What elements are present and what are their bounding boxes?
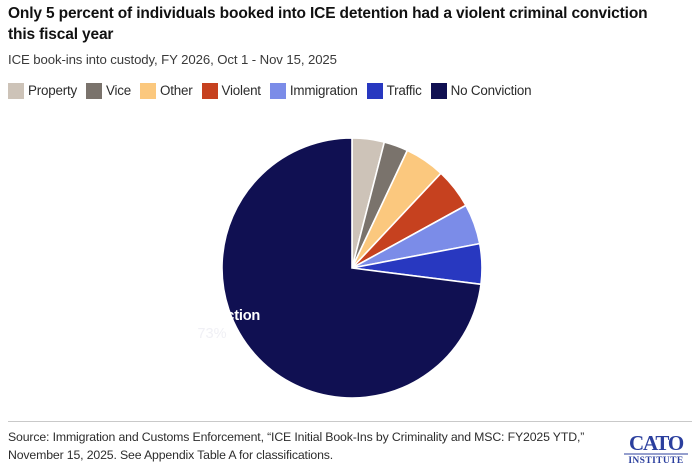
cato-logo-wordmark: CATO	[629, 431, 684, 455]
legend-swatch-icon	[366, 83, 383, 99]
legend-item-label: Other	[160, 83, 193, 99]
legend-swatch-icon	[430, 83, 447, 99]
cato-logo-rule	[624, 453, 688, 455]
legend-item-label: Immigration	[289, 83, 358, 99]
cato-logo-svg: CATO INSTITUTE	[624, 431, 688, 466]
chart-subtitle: ICE book-ins into custody, FY 2026, Oct …	[8, 52, 337, 68]
chart-legend: Property Vice Other Violent Immigration Traff…	[8, 83, 692, 99]
legend-item-vice[interactable]: Vice	[86, 83, 131, 99]
legend-swatch-icon	[201, 83, 218, 99]
legend-item-other[interactable]: Other	[140, 83, 193, 99]
footer-divider	[8, 421, 692, 422]
legend-item-immigration[interactable]: Immigration	[269, 83, 358, 99]
source-note: Source: Immigration and Customs Enforcem…	[8, 430, 585, 462]
legend-item-label: No Conviction	[450, 83, 532, 99]
legend-item-label: Traffic	[386, 83, 422, 99]
pie-slice-no-conviction[interactable]	[221, 137, 482, 399]
chart-footer: Source: Immigration and Customs Enforcem…	[8, 429, 692, 469]
cato-logo-subtext: INSTITUTE	[628, 456, 683, 466]
legend-item-label: Violent	[221, 83, 262, 99]
pie-chart-svg	[221, 137, 483, 399]
legend-item-violent[interactable]: Violent	[201, 83, 262, 99]
legend-item-no-conviction[interactable]: No Conviction	[430, 83, 532, 99]
legend-swatch-icon	[8, 83, 24, 99]
legend-item-property[interactable]: Property	[8, 83, 77, 99]
legend-swatch-icon	[140, 83, 157, 99]
pie-chart-area: No Conviction 73%	[0, 108, 700, 418]
chart-title: Only 5 percent of individuals booked int…	[8, 5, 648, 43]
legend-swatch-icon	[86, 83, 103, 99]
legend-swatch-icon	[269, 83, 286, 99]
legend-item-traffic[interactable]: Traffic	[366, 83, 422, 99]
legend-item-label: Property	[28, 83, 78, 99]
legend-item-label: Vice	[106, 83, 132, 99]
chart-header: Only 5 percent of individuals booked int…	[8, 4, 692, 68]
cato-institute-logo: CATO INSTITUTE	[620, 429, 692, 467]
